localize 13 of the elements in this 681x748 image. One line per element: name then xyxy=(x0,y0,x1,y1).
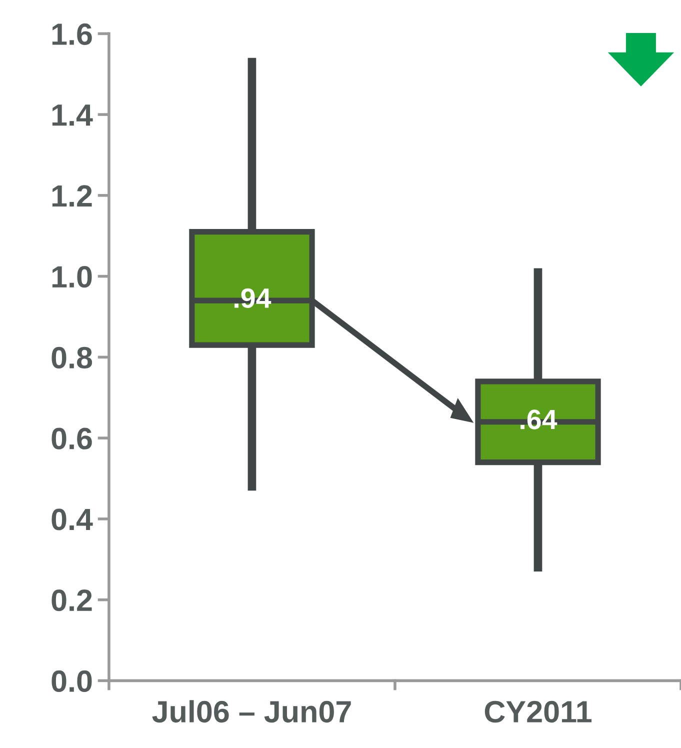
y-tick-label: 0.8 xyxy=(52,346,92,369)
text: .94 xyxy=(234,288,272,308)
x-tick-label: CY2011 xyxy=(484,700,592,723)
y-tick-label: 1.0 xyxy=(52,266,92,288)
y-tick-label: 0.4 xyxy=(52,508,93,530)
text: .64 xyxy=(520,410,558,430)
y-tick-label: 1.4 xyxy=(52,104,93,126)
y-tick-label: 1.2 xyxy=(52,185,92,206)
y-tick-label: 1.6 xyxy=(52,23,92,46)
y-tick-label: 0.6 xyxy=(52,428,92,450)
y-tick-label: 0.2 xyxy=(52,590,92,612)
y-tick-label: 0.0 xyxy=(52,670,92,692)
x-tick-label: Jul06 – Jun07 xyxy=(152,700,351,723)
